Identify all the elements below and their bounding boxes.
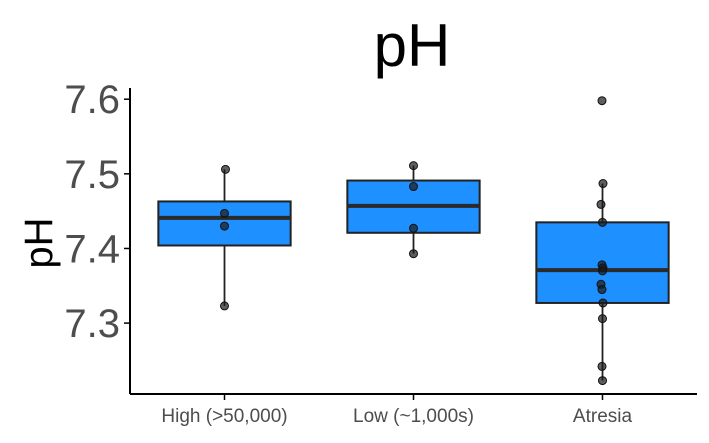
data-point	[598, 217, 607, 227]
plot-area	[157, 96, 670, 386]
data-point	[409, 182, 418, 192]
x-tick-label: High (>50,000)	[161, 406, 287, 427]
data-point	[598, 298, 608, 308]
y-tick-label: 7.6	[64, 78, 120, 122]
chart-title: pH	[374, 12, 451, 79]
data-point	[409, 249, 418, 259]
y-tick-label: 7.3	[64, 302, 120, 346]
data-point	[597, 96, 607, 106]
data-point	[598, 266, 607, 276]
y-tick-label: 7.5	[64, 153, 120, 197]
y-tick-label: 7.4	[64, 227, 120, 271]
data-point	[409, 223, 418, 233]
data-point	[220, 221, 229, 231]
data-point	[221, 164, 230, 174]
data-point	[597, 285, 607, 295]
data-point	[597, 361, 607, 371]
x-tick-label: Atresia	[573, 406, 633, 427]
data-point	[220, 208, 229, 218]
data-point	[598, 376, 607, 386]
data-point	[409, 161, 418, 171]
data-point	[598, 314, 607, 324]
axes: 7.3 7.4 7.5 7.6 High (>50,000) Low (~1,000s) A…	[64, 78, 697, 427]
y-axis-label: pH	[17, 217, 61, 268]
data-point	[596, 199, 606, 209]
x-tick-label: Low (~1,000s)	[353, 406, 474, 427]
data-point	[598, 179, 608, 189]
data-point	[220, 301, 229, 311]
